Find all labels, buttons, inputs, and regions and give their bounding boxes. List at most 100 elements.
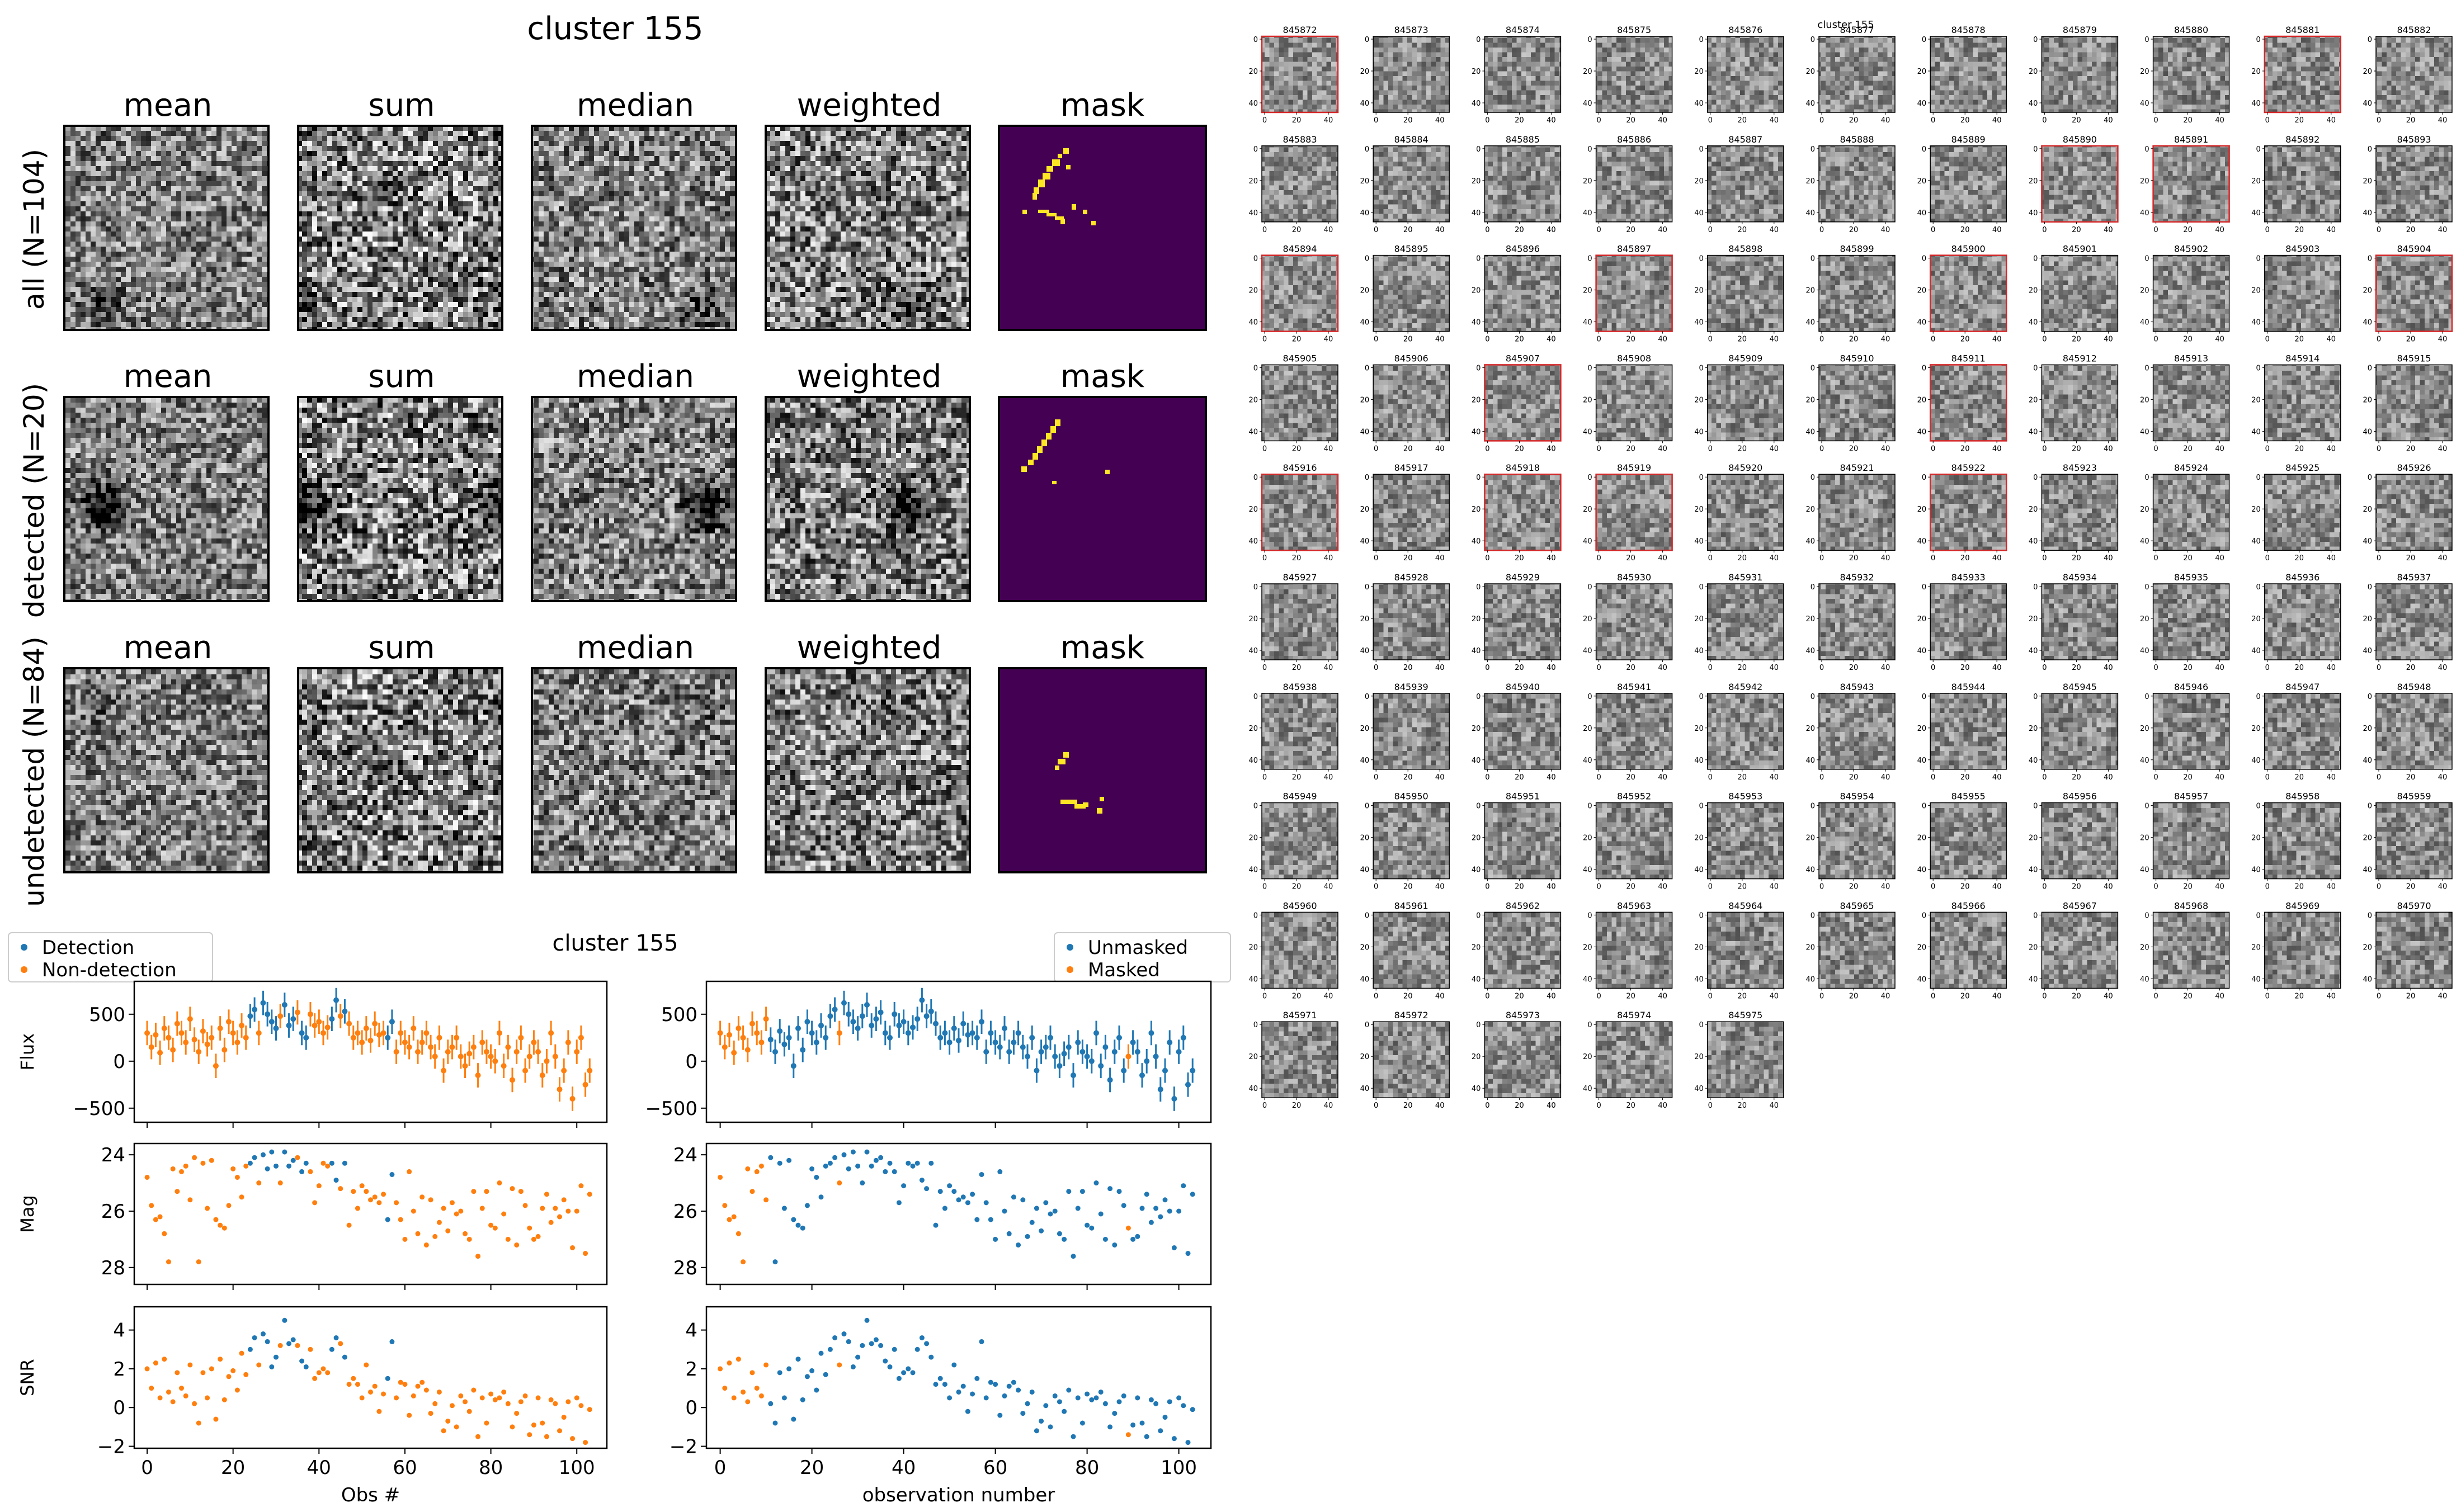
thumb-x-tick-label: 0	[1708, 336, 1713, 344]
x-tick-label: 20	[221, 1457, 245, 1479]
thumb-y-tick-label: 20	[1248, 943, 1258, 952]
data-point	[578, 1034, 584, 1041]
thumb-y-tick-label: 40	[2363, 319, 2372, 327]
thumbnail-id: 845900	[1951, 244, 1986, 254]
data-point	[883, 1169, 888, 1174]
column-title: median	[577, 358, 694, 395]
thumb-x-tick-label: 20	[2406, 883, 2416, 891]
data-point	[402, 1236, 408, 1242]
thumb-y-tick-label: 40	[2363, 757, 2372, 765]
thumb-x-tick-label: 0	[2042, 226, 2047, 234]
data-point	[1057, 1063, 1063, 1069]
data-point	[795, 1357, 801, 1362]
thumbnail-image	[1373, 802, 1450, 880]
thumb-y-tick-label: 20	[1583, 287, 1592, 295]
data-point	[1144, 1058, 1150, 1064]
thumb-y-tick-label: 0	[2256, 364, 2261, 372]
data-point	[758, 1393, 764, 1398]
data-point	[338, 1186, 343, 1192]
mask-panel	[998, 396, 1207, 602]
data-point	[363, 1026, 369, 1031]
stack-title: cluster 155	[527, 11, 703, 47]
data-point	[479, 1040, 485, 1046]
thumb-y-tick-label: 0	[1699, 693, 1704, 701]
thumb-x-tick-label: 40	[1324, 336, 1333, 344]
data-point	[731, 1214, 737, 1220]
thumb-y-tick-label: 0	[1587, 693, 1592, 701]
data-point	[488, 1053, 494, 1060]
thumb-y-tick-label: 0	[2368, 145, 2372, 154]
thumb-x-tick-label: 20	[1626, 336, 1635, 344]
thumb-x-tick-label: 40	[1770, 664, 1779, 672]
thumb-x-tick-label: 20	[1960, 664, 1970, 672]
data-point	[1153, 1053, 1159, 1060]
thumb-x-tick-label: 40	[1547, 336, 1556, 344]
data-point	[745, 1399, 751, 1405]
data-point	[722, 1386, 728, 1391]
data-point	[398, 1217, 403, 1222]
data-point	[763, 1197, 769, 1203]
data-point	[393, 1049, 399, 1055]
thumb-x-tick-label: 40	[1658, 554, 1667, 563]
thumb-x-tick-label: 20	[2406, 992, 2416, 1000]
thumb-y-tick-label: 40	[1917, 209, 1927, 218]
data-point	[1006, 1049, 1012, 1055]
thumbnail-image	[2375, 364, 2453, 442]
mask-pixel	[1052, 159, 1060, 166]
thumb-y-tick-label: 40	[1360, 866, 1370, 875]
data-point	[436, 1220, 442, 1225]
data-point	[170, 1047, 176, 1053]
thumb-x-tick-label: 20	[2295, 554, 2304, 563]
thumbnail-image	[2264, 145, 2341, 223]
data-point	[423, 1242, 429, 1248]
thumb-y-tick-label: 0	[1476, 1021, 1481, 1029]
thumb-y-tick-label: 0	[1253, 145, 1258, 154]
data-point	[351, 1376, 356, 1381]
thumb-y-tick-label: 40	[2363, 100, 2372, 108]
thumb-y-tick-label: 20	[2251, 834, 2261, 843]
thumb-x-tick-label: 0	[2265, 992, 2270, 1000]
thumbnail-id: 845890	[2063, 134, 2097, 145]
data-point	[781, 1041, 788, 1047]
thumb-x-tick-label: 20	[2295, 226, 2304, 234]
thumb-x-tick-label: 20	[1738, 883, 1747, 891]
x-tick-label: 100	[1161, 1457, 1197, 1479]
thumb-x-tick-label: 40	[1992, 883, 2002, 891]
thumb-x-tick-label: 40	[1324, 883, 1333, 891]
thumb-y-tick-label: 20	[1248, 287, 1258, 295]
thumb-x-tick-label: 20	[2183, 116, 2193, 125]
thumb-x-tick-label: 0	[1819, 883, 1824, 891]
thumb-y-tick-label: 40	[1360, 209, 1370, 218]
thumb-x-tick-label: 40	[2104, 992, 2113, 1000]
data-point	[200, 1028, 206, 1034]
thumbnail-image	[2152, 145, 2230, 223]
data-point	[1071, 1254, 1076, 1259]
thumb-y-tick-label: 0	[2144, 802, 2149, 811]
column-title: weighted	[797, 87, 942, 124]
thumb-y-tick-label: 20	[1694, 834, 1704, 843]
data-point	[565, 1399, 571, 1405]
thumb-y-tick-label: 20	[1360, 943, 1370, 952]
data-point	[475, 1434, 481, 1439]
data-point	[153, 1217, 158, 1222]
thumb-y-tick-label: 40	[1248, 757, 1258, 765]
thumb-x-tick-label: 20	[1960, 883, 1970, 891]
data-point	[1020, 1197, 1026, 1203]
thumb-x-tick-label: 0	[1931, 226, 1935, 234]
data-point	[376, 1032, 382, 1038]
data-point	[818, 1194, 824, 1200]
data-point	[376, 1200, 382, 1206]
thumb-x-tick-label: 40	[2438, 336, 2448, 344]
thumb-x-tick-label: 40	[1658, 226, 1667, 234]
column-title: median	[577, 87, 694, 124]
thumb-x-tick-label: 0	[1819, 773, 1824, 782]
thumb-x-tick-label: 40	[2215, 554, 2224, 563]
thumb-y-tick-label: 20	[2363, 396, 2372, 404]
